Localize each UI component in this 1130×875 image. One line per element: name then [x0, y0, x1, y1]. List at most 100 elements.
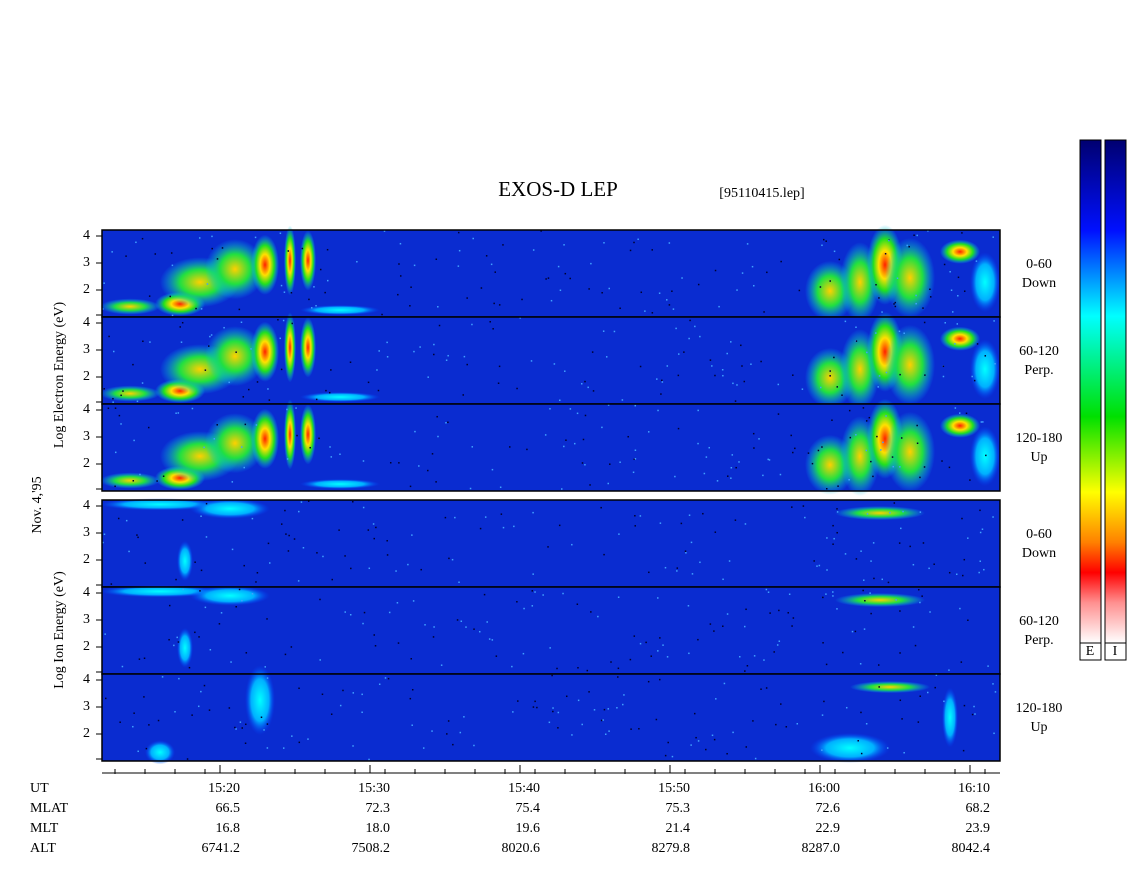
- noise-dot: [903, 332, 905, 334]
- noise-dot: [591, 351, 594, 353]
- noise-dot: [736, 384, 738, 386]
- noise-dot: [263, 729, 265, 731]
- noise-dot: [135, 241, 137, 244]
- spectrogram-blob: [205, 413, 265, 474]
- noise-dot: [433, 353, 435, 356]
- noise-dot: [436, 415, 438, 418]
- noise-dot: [603, 242, 605, 244]
- ephemeris-label: UT: [30, 781, 49, 796]
- noise-dot: [590, 611, 592, 613]
- y-tick-label: 3: [83, 525, 90, 540]
- noise-dot: [832, 595, 834, 597]
- noise-dot: [734, 519, 737, 521]
- spectrogram-blob: [940, 326, 980, 351]
- noise-dot: [137, 750, 139, 753]
- noise-dot: [149, 341, 151, 343]
- noise-dot: [386, 554, 389, 556]
- noise-dot: [424, 624, 426, 626]
- noise-dot: [558, 524, 561, 527]
- noise-dot: [750, 363, 752, 365]
- noise-dot: [177, 641, 180, 643]
- noise-dot: [573, 442, 576, 445]
- noise-dot: [836, 508, 838, 510]
- noise-dot: [816, 565, 818, 567]
- noise-dot: [985, 454, 987, 457]
- noise-dot: [868, 416, 871, 419]
- noise-dot: [251, 593, 254, 595]
- noise-dot: [516, 387, 518, 390]
- noise-dot: [792, 617, 795, 619]
- noise-dot: [882, 441, 884, 444]
- noise-dot: [589, 484, 591, 486]
- noise-dot: [672, 308, 675, 310]
- panel-frame: [101, 673, 1001, 762]
- noise-dot: [743, 625, 746, 628]
- noise-dot: [688, 337, 690, 340]
- noise-dot: [363, 611, 366, 614]
- noise-dot: [168, 604, 171, 607]
- noise-dot: [661, 381, 664, 383]
- noise-dot: [521, 298, 523, 301]
- noise-dot: [627, 435, 629, 438]
- noise-dot: [216, 424, 218, 426]
- noise-dot: [488, 638, 491, 640]
- noise-dot: [108, 335, 110, 338]
- noise-dot: [967, 619, 969, 621]
- noise-dot: [634, 449, 637, 452]
- noise-dot: [694, 325, 696, 328]
- noise-dot: [671, 290, 673, 292]
- noise-dot: [418, 465, 420, 467]
- noise-dot: [731, 454, 734, 456]
- noise-dot: [378, 683, 381, 686]
- noise-dot: [984, 355, 987, 357]
- noise-dot: [745, 746, 748, 748]
- noise-dot: [179, 326, 181, 328]
- noise-dot: [407, 563, 409, 566]
- noise-dot: [235, 351, 237, 353]
- noise-dot: [825, 663, 828, 666]
- y-tick-label: 4: [83, 402, 90, 417]
- noise-dot: [447, 421, 449, 424]
- noise-dot: [695, 736, 697, 739]
- noise-dot: [829, 375, 831, 377]
- noise-dot: [411, 534, 413, 536]
- ephemeris-value: 72.3: [366, 801, 391, 816]
- noise-dot: [639, 515, 642, 517]
- noise-dot: [633, 635, 636, 637]
- noise-dot: [208, 345, 210, 347]
- noise-dot: [634, 404, 637, 407]
- noise-dot: [139, 473, 141, 476]
- noise-dot: [559, 399, 561, 402]
- noise-dot: [902, 510, 904, 513]
- noise-dot: [552, 707, 554, 709]
- noise-dot: [577, 699, 580, 702]
- noise-dot: [206, 283, 209, 285]
- noise-dot: [397, 642, 400, 644]
- noise-dot: [813, 560, 815, 562]
- noise-dot: [916, 442, 919, 445]
- noise-dot: [381, 313, 383, 316]
- noise-dot: [763, 311, 765, 313]
- noise-dot: [433, 343, 435, 346]
- noise-dot: [431, 730, 433, 732]
- spectrogram-blob: [970, 339, 1000, 400]
- noise-dot: [419, 346, 421, 348]
- noise-dot: [114, 485, 116, 488]
- noise-dot: [368, 567, 371, 570]
- noise-dot: [699, 561, 701, 564]
- noise-dot: [148, 724, 150, 726]
- noise-dot: [639, 642, 642, 645]
- noise-dot: [826, 537, 828, 539]
- noise-dot: [633, 241, 635, 244]
- noise-dot: [894, 305, 897, 308]
- panel-frame: [101, 403, 1001, 492]
- noise-dot: [617, 667, 620, 670]
- noise-dot: [435, 481, 437, 483]
- noise-dot: [714, 531, 717, 533]
- noise-dot: [239, 721, 242, 723]
- noise-dot: [498, 304, 501, 306]
- noise-dot: [779, 473, 782, 476]
- noise-dot: [657, 650, 659, 652]
- noise-dot: [775, 723, 777, 726]
- noise-dot: [240, 321, 243, 324]
